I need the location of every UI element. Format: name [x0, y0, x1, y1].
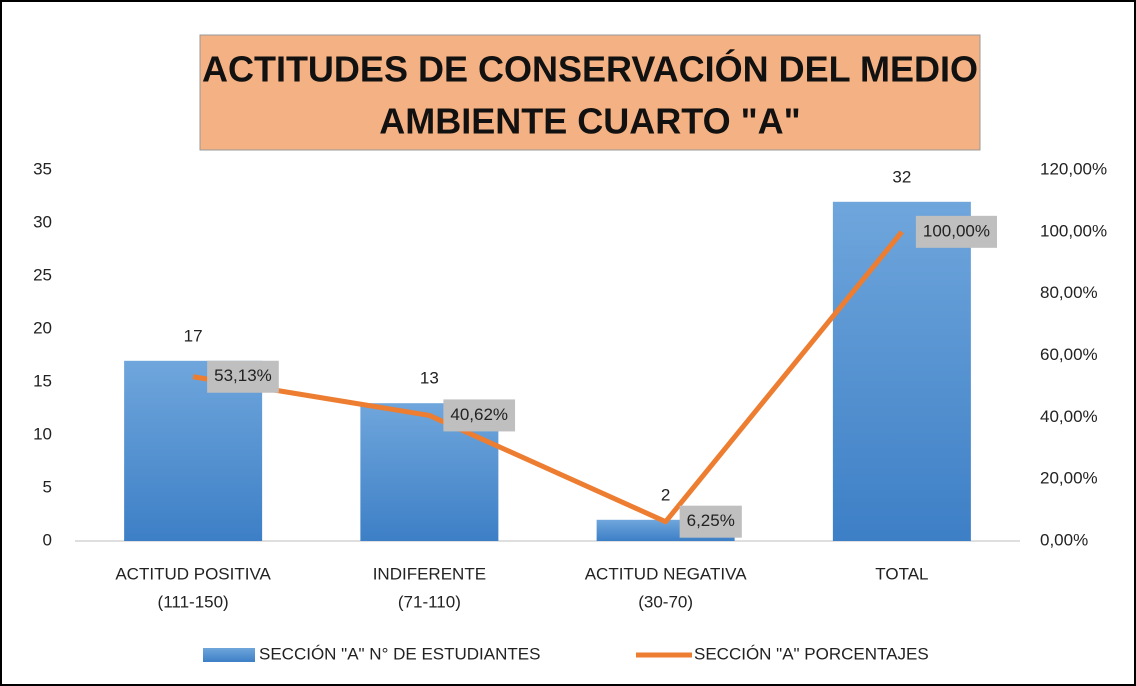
- line-value-label-box: [915, 215, 997, 248]
- y2-tick-label: 100,00%: [1040, 221, 1107, 240]
- y2-tick-label: 120,00%: [1040, 159, 1107, 178]
- y-tick-label: 5: [43, 477, 52, 496]
- y-tick-label: 35: [33, 159, 52, 178]
- y-tick-label: 15: [33, 371, 52, 390]
- y-tick-label: 20: [33, 318, 52, 337]
- y2-tick-label: 80,00%: [1040, 283, 1098, 302]
- line: [192, 230, 904, 525]
- legend-swatch: [203, 648, 255, 662]
- y2-tick-label: 0,00%: [1040, 530, 1088, 549]
- y-tick-label: 10: [33, 424, 52, 443]
- bar-value-label: 17: [184, 326, 203, 345]
- y2-tick-label: 20,00%: [1040, 469, 1098, 488]
- x-tick-label: INDIFERENTE: [373, 564, 486, 583]
- x-tick-label: TOTAL: [875, 564, 928, 583]
- bar-value-label: 13: [420, 369, 439, 388]
- x-tick-label: ACTITUD POSITIVA: [115, 564, 271, 583]
- line-value-label: 53,13%: [214, 366, 272, 385]
- line-value-label: 6,25%: [687, 511, 735, 530]
- line-value-label: 40,62%: [450, 405, 508, 424]
- bar-value-label: 2: [661, 485, 670, 504]
- x-tick-label: (111-150): [158, 592, 229, 611]
- chart-title: ACTITUDES DE CONSERVACIÓN DEL MEDIO: [202, 48, 978, 90]
- x-tick-label: (30-70): [638, 592, 693, 611]
- x-tick-label: ACTITUD NEGATIVA: [585, 564, 747, 583]
- line-value-label-box: [679, 505, 742, 538]
- y-tick-label: 0: [43, 530, 52, 549]
- y-tick-label: 30: [33, 212, 52, 231]
- line-value-label-box: [443, 399, 516, 432]
- legend-label: SECCIÓN "A" PORCENTAJES: [694, 644, 929, 663]
- bar: [832, 201, 971, 542]
- chart-title: AMBIENTE CUARTO "A": [379, 101, 800, 142]
- y-tick-label: 25: [33, 265, 52, 284]
- y2-tick-label: 40,00%: [1040, 407, 1098, 426]
- legend-label: SECCIÓN "A" N° DE ESTUDIANTES: [259, 644, 540, 663]
- line-value-label: 100,00%: [923, 221, 990, 240]
- title-box: [199, 34, 981, 151]
- line-value-label-box: [207, 360, 279, 393]
- bar-value-label: 32: [892, 167, 911, 186]
- x-tick-label: (71-110): [398, 592, 461, 611]
- y2-tick-label: 60,00%: [1040, 345, 1098, 364]
